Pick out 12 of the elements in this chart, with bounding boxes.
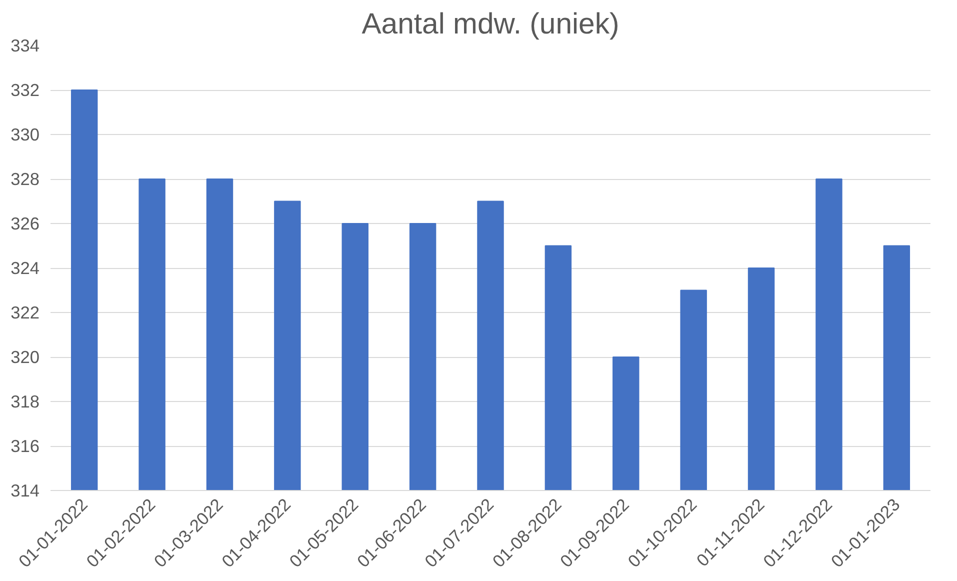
- y-tick-label: 320: [10, 347, 40, 367]
- y-tick-label: 322: [10, 302, 40, 322]
- y-tick-label: 334: [10, 36, 40, 56]
- y-tick-label: 314: [10, 480, 40, 500]
- y-tick-label: 324: [10, 258, 40, 278]
- y-tick-label: 332: [10, 80, 40, 100]
- y-tick-label: 326: [10, 214, 40, 234]
- y-tick-label: 316: [10, 436, 40, 456]
- y-tick-label: 318: [10, 392, 40, 412]
- y-tick-label: 330: [10, 124, 40, 144]
- chart-title: Aantal mdw. (uniek): [362, 8, 620, 40]
- y-tick-label: 328: [10, 169, 40, 189]
